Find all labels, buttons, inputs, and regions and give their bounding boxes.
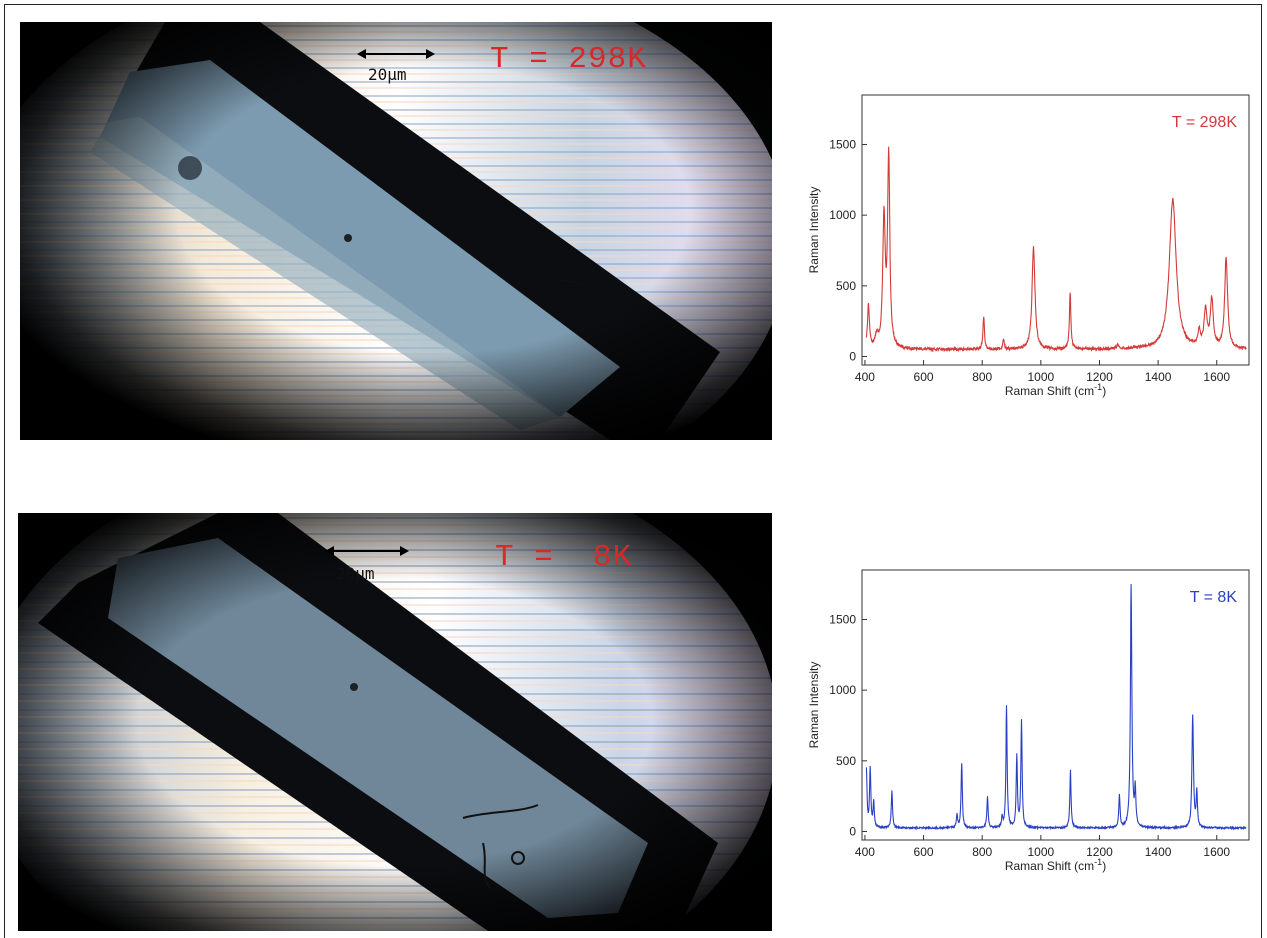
y-tick-label: 1000 [829,208,856,222]
x-axis-label: Raman Shift (cm-1) [1005,382,1106,398]
photo-temperature-label: T = 298K [490,42,647,77]
x-tick-label: 1400 [1145,370,1172,384]
chart-svg: 400 600 800 1000 1200 1400 1600 0 500 1000 1500 Ram… [807,94,1250,398]
y-tick-label: 500 [836,279,856,293]
plot-area-frame [861,94,1250,366]
x-axis-label: Raman Shift (cm-1) [1005,857,1106,873]
plot-area-frame [861,569,1250,841]
x-tick-label: 1600 [1203,370,1230,384]
micrograph-8k: 20μm T = 8K [18,513,772,931]
raman-spectrum-298k: 400 600 800 1000 1200 1400 1600 0 500 1000 1500 Ram… [800,90,1260,420]
scale-bar-arrow-icon [325,546,409,556]
y-tick-label: 1000 [829,683,856,697]
x-tick-label: 1200 [1086,370,1113,384]
temperature-annotation: T = 8K [1190,589,1238,606]
y-tick-label: 500 [836,754,856,768]
raman-spectrum-8k: 400 600 800 1000 1200 1400 1600 0 500 1000 1500 Ram… [800,565,1260,895]
x-tick-label: 600 [914,845,934,859]
x-tick-label: 400 [855,845,875,859]
y-axis-label: Raman Intensity [807,662,821,749]
spectrum-line [865,146,1247,353]
x-tick-label: 800 [972,370,992,384]
x-tick-label: 400 [855,370,875,384]
x-tick-label: 1200 [1086,845,1113,859]
spectrum-line [865,584,1247,831]
scale-bar [357,47,435,61]
y-tick-label: 1500 [829,137,856,151]
y-tick-label: 0 [849,350,856,364]
x-tick-label: 1400 [1145,845,1172,859]
micrograph-image [20,22,772,440]
temperature-annotation: T = 298K [1172,114,1237,131]
scale-bar [325,544,409,558]
micrograph-image [18,513,772,931]
x-tick-label: 1000 [1027,845,1054,859]
x-tick-label: 1000 [1027,370,1054,384]
y-tick-label: 1500 [829,612,856,626]
photo-temperature-label: T = 8K [495,540,633,575]
y-tick-label: 0 [849,825,856,839]
x-tick-label: 800 [972,845,992,859]
scale-bar-arrow-icon [357,49,435,59]
scale-bar-label: 20μm [336,564,375,583]
chart-svg: 400 600 800 1000 1200 1400 1600 0 500 1000 1500 Ram… [807,569,1250,873]
x-tick-label: 600 [914,370,934,384]
x-tick-label: 1600 [1203,845,1230,859]
y-axis-label: Raman Intensity [807,187,821,274]
micrograph-298k: 20μm T = 298K [20,22,772,440]
scale-bar-label: 20μm [368,65,407,84]
figure-frame [4,4,1262,938]
